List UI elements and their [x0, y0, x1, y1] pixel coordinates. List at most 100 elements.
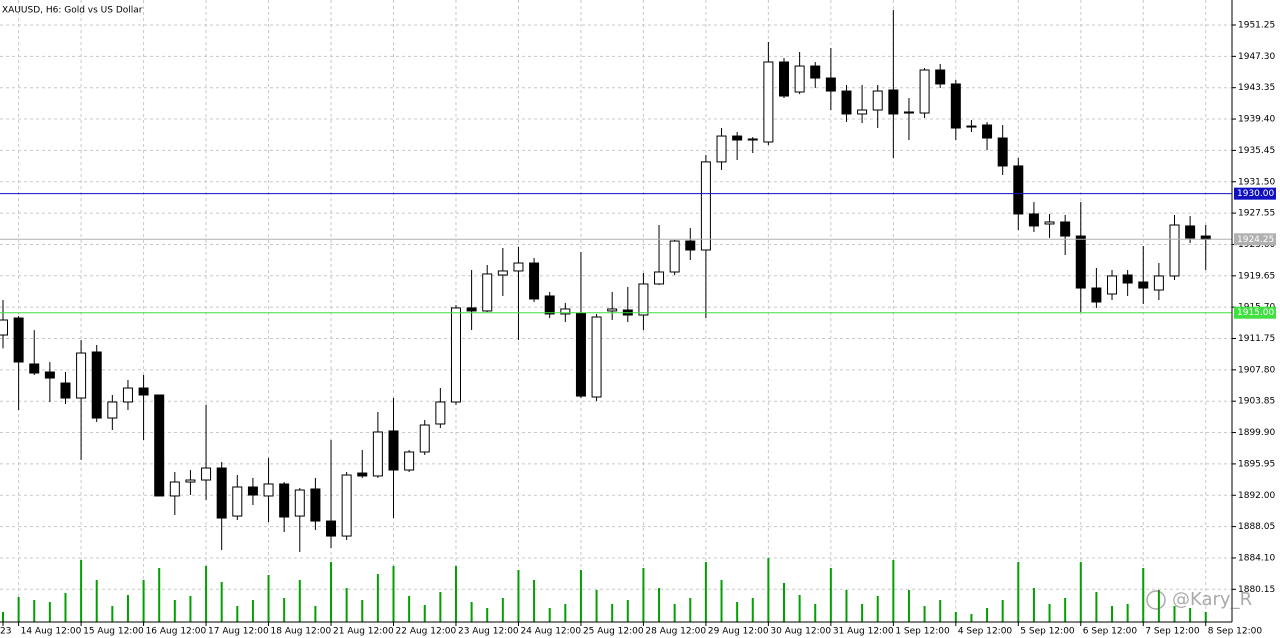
candle-body — [357, 472, 368, 477]
candle-body — [669, 240, 680, 273]
candle-body — [1138, 281, 1149, 289]
candle-body — [1185, 225, 1196, 239]
candle-body — [388, 430, 399, 471]
x-tick-label: 8 Sep 12:00 — [1208, 627, 1263, 637]
candle-body — [0, 319, 8, 336]
x-tick-label: 15 Aug 12:00 — [83, 627, 144, 637]
candle-body — [903, 111, 914, 114]
candle-body — [232, 486, 243, 517]
watermark: @Kary_R — [1172, 589, 1252, 610]
candle-body — [1013, 165, 1024, 215]
candle-body — [997, 137, 1008, 167]
y-tick-label: 1880.15 — [1238, 585, 1275, 595]
candle-body — [1091, 287, 1102, 303]
x-tick-label: 28 Aug 12:00 — [645, 627, 706, 637]
candle-body — [247, 486, 258, 496]
candle-body — [372, 431, 383, 477]
watermark-group: @Kary_R — [1146, 589, 1252, 610]
candle-body — [122, 387, 133, 403]
level-label-bg — [1234, 306, 1276, 319]
candle-body — [732, 135, 743, 141]
candle-body — [966, 125, 977, 128]
candle-body — [404, 451, 415, 471]
candle-body — [763, 61, 774, 143]
candle-body — [341, 474, 352, 537]
y-tick-label: 1888.05 — [1238, 522, 1275, 532]
x-tick-label: 5 Sep 12:00 — [1020, 627, 1075, 637]
candle-body — [263, 483, 274, 497]
candle-body — [1044, 221, 1055, 225]
candle-body — [497, 270, 508, 276]
candle-body — [466, 307, 477, 312]
candle-body — [560, 308, 571, 315]
candle-body — [201, 467, 212, 481]
candle-body — [841, 90, 852, 115]
candle-body — [685, 240, 696, 251]
y-tick-label: 1899.90 — [1238, 428, 1275, 438]
y-tick-label: 1939.40 — [1238, 115, 1275, 125]
x-tick-label: 6 Sep 12:00 — [1083, 627, 1138, 637]
x-tick-label: 25 Aug 12:00 — [583, 627, 644, 637]
candle-body — [982, 124, 993, 139]
x-tick-label: 17 Aug 12:00 — [208, 627, 269, 637]
candle-body — [747, 138, 758, 141]
candle-body — [919, 69, 930, 114]
candle-body — [810, 65, 821, 79]
x-tick-label: 14 Aug 12:00 — [21, 627, 82, 637]
candle-body — [91, 351, 102, 419]
y-tick-label: 1927.55 — [1238, 209, 1275, 219]
y-tick-label: 1907.80 — [1238, 365, 1275, 375]
level-label-bg — [1234, 233, 1276, 246]
level-label: 1915.00 — [1237, 308, 1274, 318]
candle-body — [107, 401, 118, 419]
y-tick-label: 1911.75 — [1238, 334, 1275, 344]
level-label: 1924.25 — [1237, 235, 1274, 245]
x-tick-label: 7 Sep 12:00 — [1145, 627, 1200, 637]
candle-body — [825, 77, 836, 92]
candle-body — [872, 90, 883, 111]
x-tick-label: 22 Aug 12:00 — [396, 627, 457, 637]
y-tick-label: 1884.10 — [1238, 553, 1275, 563]
y-tick-label: 1931.50 — [1238, 177, 1275, 187]
candle-body — [1028, 213, 1039, 227]
candle-body — [544, 295, 555, 315]
y-tick-label: 1951.25 — [1238, 21, 1275, 31]
x-tick-label: 23 Aug 12:00 — [458, 627, 519, 637]
x-tick-label: 24 Aug 12:00 — [520, 627, 581, 637]
watermark-icon — [1146, 590, 1166, 610]
candle-body — [76, 352, 87, 399]
candle-body — [950, 83, 961, 129]
y-tick-label: 1919.65 — [1238, 271, 1275, 281]
candle-body — [1060, 221, 1071, 237]
candle-body — [1107, 275, 1118, 295]
candle-body — [169, 481, 180, 497]
x-tick-label: 16 Aug 12:00 — [146, 627, 207, 637]
x-tick-label: 4 Sep 12:00 — [958, 627, 1013, 637]
y-tick-label: 1903.85 — [1238, 397, 1275, 407]
candle-body — [575, 312, 586, 397]
plot-area — [0, 0, 1232, 622]
x-tick-label: 18 Aug 12:00 — [271, 627, 332, 637]
candle-body — [185, 479, 196, 483]
x-tick-label: 1 Sep 12:00 — [895, 627, 950, 637]
candle-body — [1169, 224, 1180, 277]
level-label-bg — [1234, 187, 1276, 200]
candle-body — [13, 317, 24, 363]
candle-body — [794, 65, 805, 93]
candle-body — [435, 401, 446, 425]
candle-body — [857, 109, 868, 115]
y-tick-label: 1935.45 — [1238, 146, 1275, 156]
x-tick-label: 30 Aug 12:00 — [770, 627, 831, 637]
candle-body — [44, 371, 55, 379]
candle-body — [1153, 275, 1164, 291]
candle-body — [638, 283, 649, 316]
candle-body — [700, 161, 711, 251]
level-label: 1930.00 — [1237, 189, 1274, 199]
candle-body — [654, 271, 665, 285]
x-tick-label: 21 Aug 12:00 — [333, 627, 394, 637]
candle-body — [513, 262, 524, 272]
candle-body — [310, 488, 321, 522]
x-tick-label: 29 Aug 12:00 — [708, 627, 769, 637]
